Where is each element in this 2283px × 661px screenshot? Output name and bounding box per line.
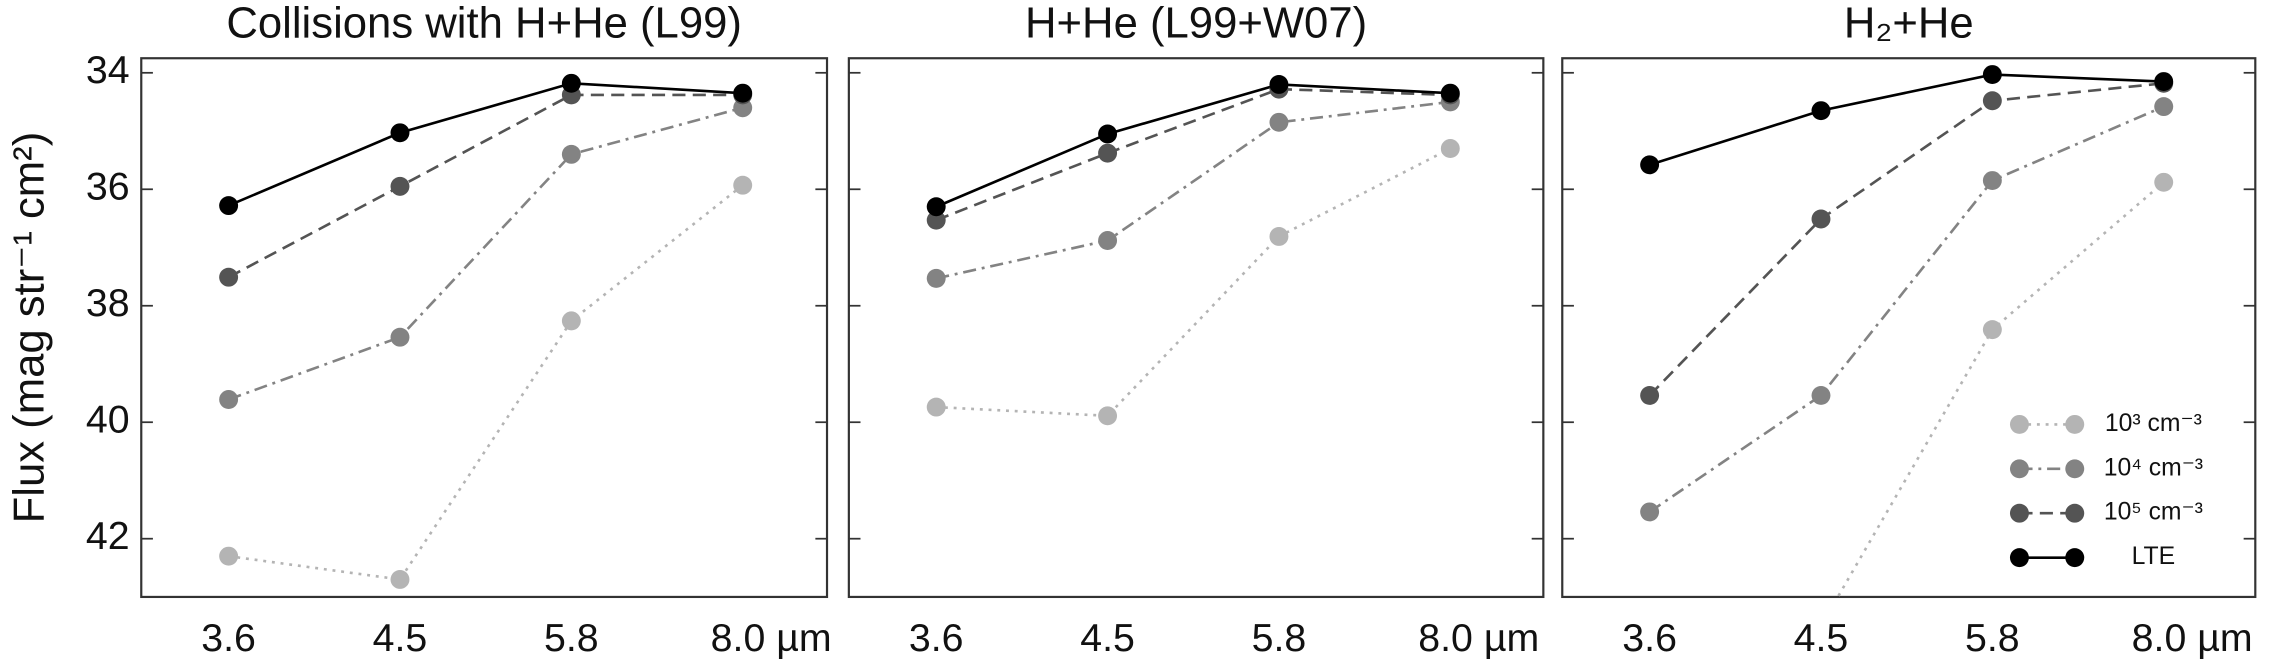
data-point bbox=[561, 144, 581, 164]
x-tick-label: 5.8 bbox=[1965, 616, 2020, 660]
data-point bbox=[2154, 172, 2174, 192]
y-tick-label: 36 bbox=[86, 165, 130, 209]
data-point bbox=[733, 175, 753, 195]
data-point bbox=[926, 197, 946, 217]
series-line bbox=[936, 147, 1451, 418]
plot-frame bbox=[847, 57, 1545, 599]
panel-title: Collisions with H+He (L99) bbox=[226, 0, 742, 48]
data-point bbox=[1982, 320, 2002, 340]
series-line bbox=[935, 87, 1451, 222]
data-point bbox=[219, 196, 239, 216]
data-point bbox=[1811, 385, 1831, 405]
data-point bbox=[2154, 97, 2174, 117]
x-tick-label: 4.5 bbox=[1080, 616, 1135, 660]
series-line bbox=[1648, 81, 2164, 397]
data-point bbox=[1440, 139, 1460, 158]
series-line bbox=[1836, 181, 2165, 597]
legend-marker bbox=[2065, 459, 2085, 479]
legend-marker bbox=[2009, 548, 2029, 568]
data-point bbox=[1269, 226, 1289, 246]
legend-marker bbox=[2065, 548, 2085, 568]
y-tick-label: 40 bbox=[86, 398, 130, 442]
series-line bbox=[228, 93, 743, 279]
legend-marker bbox=[2009, 414, 2029, 434]
y-tick-label: 42 bbox=[86, 514, 130, 558]
legend-marker bbox=[2009, 503, 2029, 523]
legend-marker bbox=[2065, 414, 2085, 434]
y-tick-label: 38 bbox=[86, 281, 130, 325]
data-point bbox=[1098, 231, 1118, 250]
data-point bbox=[219, 267, 239, 287]
series-layer bbox=[926, 74, 1460, 426]
x-tick-label: 4.5 bbox=[373, 616, 428, 660]
data-point bbox=[926, 268, 946, 288]
data-point bbox=[1811, 209, 1831, 229]
series-line bbox=[935, 100, 1451, 280]
panel-title: H₂+He bbox=[1844, 0, 1974, 48]
x-tick-label: 4.5 bbox=[1794, 616, 1849, 660]
data-point bbox=[1982, 171, 2002, 191]
data-point bbox=[1640, 502, 1660, 522]
data-point bbox=[219, 390, 239, 409]
x-tick-label: 3.6 bbox=[1622, 616, 1677, 660]
legend-label: 10⁴ cm⁻³ bbox=[2104, 454, 2203, 481]
x-tick-label: 5.8 bbox=[544, 616, 599, 660]
data-point bbox=[926, 397, 946, 417]
plot-frame bbox=[1561, 57, 2257, 599]
x-tick-label: 8.0 µm bbox=[711, 616, 832, 660]
series-layer bbox=[1640, 65, 2174, 597]
legend-marker bbox=[2065, 503, 2085, 523]
data-point bbox=[1098, 124, 1118, 144]
legend-label: LTE bbox=[2132, 543, 2176, 570]
data-point bbox=[1098, 143, 1118, 163]
data-point bbox=[926, 210, 946, 230]
legend-label: 10³ cm⁻³ bbox=[2105, 410, 2202, 437]
series-line bbox=[935, 83, 1451, 208]
data-point bbox=[733, 83, 753, 103]
series-line bbox=[1649, 73, 2164, 167]
series-line bbox=[228, 106, 744, 401]
data-point bbox=[390, 123, 410, 143]
data-point bbox=[1811, 101, 1831, 121]
data-point bbox=[1269, 74, 1289, 94]
data-point bbox=[219, 546, 239, 566]
series-line bbox=[228, 81, 743, 207]
plot-frame bbox=[140, 57, 829, 599]
data-point bbox=[390, 176, 410, 196]
data-point bbox=[1098, 406, 1118, 426]
data-point bbox=[2154, 72, 2174, 91]
x-tick-label: 5.8 bbox=[1252, 616, 1307, 660]
data-point bbox=[1640, 385, 1660, 405]
legend-label: 10⁵ cm⁻³ bbox=[2104, 499, 2203, 526]
data-point bbox=[1982, 65, 2002, 85]
data-point bbox=[390, 327, 410, 347]
legend-marker bbox=[2009, 459, 2029, 479]
y-axis-label: Flux (mag str⁻¹ cm²) bbox=[5, 132, 54, 524]
data-point bbox=[1440, 83, 1460, 103]
x-tick-label: 8.0 µm bbox=[1418, 616, 1539, 660]
data-point bbox=[1640, 155, 1660, 175]
data-point bbox=[561, 73, 581, 93]
data-point bbox=[1982, 91, 2002, 111]
x-tick-label: 3.6 bbox=[201, 616, 256, 660]
series-layer bbox=[219, 73, 753, 589]
series-line bbox=[1648, 105, 2165, 513]
data-point bbox=[1269, 112, 1289, 132]
panel-title: H+He (L99+W07) bbox=[1025, 0, 1367, 48]
data-point bbox=[561, 311, 581, 331]
data-point bbox=[390, 570, 410, 589]
x-tick-label: 3.6 bbox=[909, 616, 964, 660]
x-tick-label: 8.0 µm bbox=[2132, 616, 2253, 660]
y-tick-label: 34 bbox=[86, 48, 130, 92]
